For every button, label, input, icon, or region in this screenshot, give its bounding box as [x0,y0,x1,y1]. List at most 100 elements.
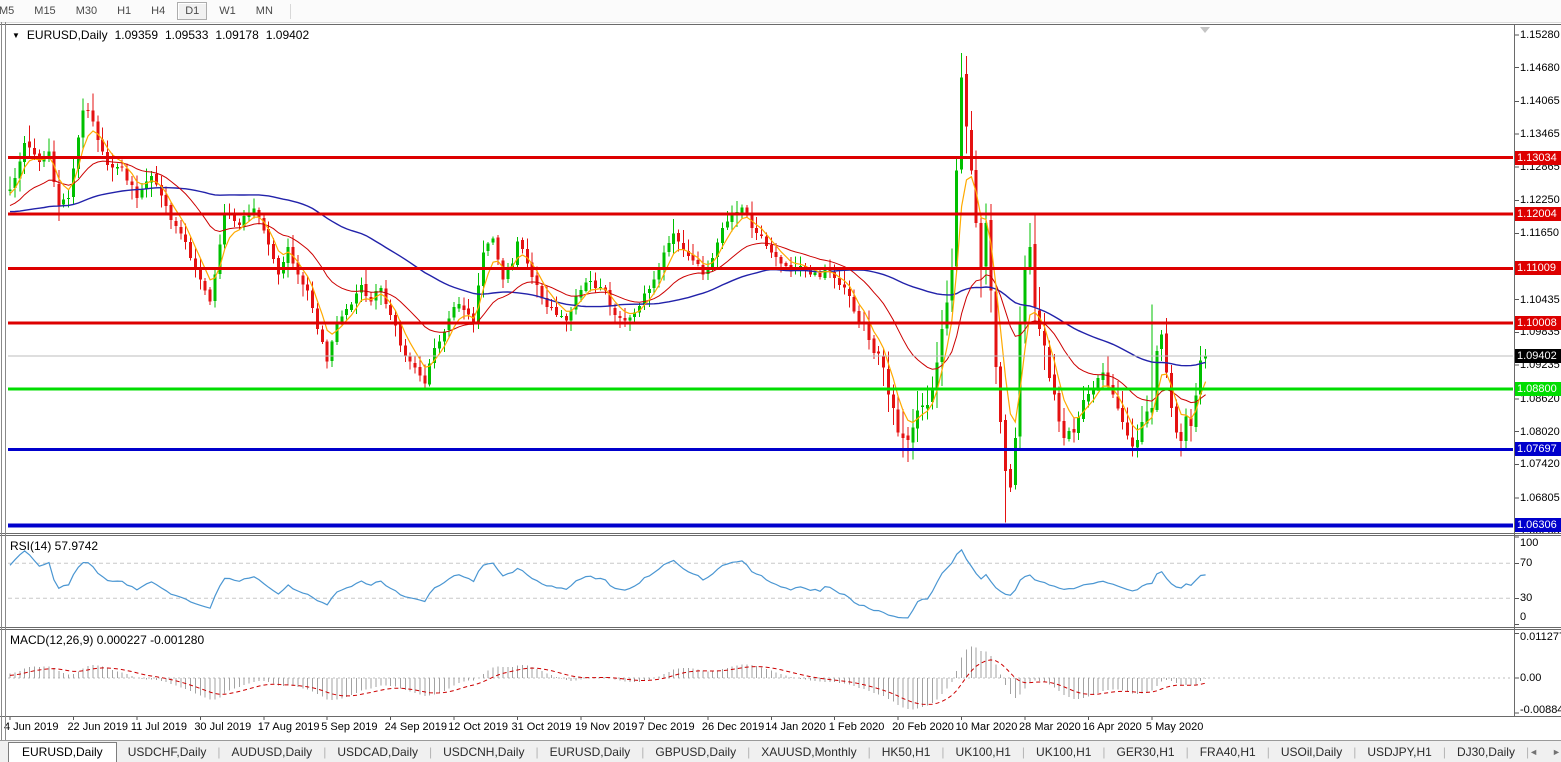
level-price-badge: 1.08800 [1514,382,1561,396]
chart-tab[interactable]: USDCAD,Daily [337,744,418,759]
tab-separator: | [1021,744,1026,759]
price-tick-label: 1.14680 [1520,61,1560,74]
rsi-tick-label: 70 [1520,557,1533,570]
date-tick-label: 12 Oct 2019 [448,721,509,733]
macd-panel-top-border [0,629,1561,630]
chart-tab[interactable]: AUDUSD,Daily [231,744,313,759]
chart-ohlc-close: 1.09402 [265,28,310,42]
date-tick-label: 11 Jul 2019 [130,721,187,733]
price-tick-label: 1.06805 [1520,492,1560,505]
chart-tab-active[interactable]: EURUSD,Daily [8,741,117,762]
date-tick-label: 5 Sep 2019 [321,721,378,733]
timeframe-button-d1[interactable]: D1 [177,2,208,20]
chart-tab[interactable]: USOil,Daily [1280,744,1343,759]
macd-tick-label: 0.011277 [1520,631,1561,643]
tab-scroll-arrows: ◄ ► [1529,747,1561,757]
price-tick-label: 1.11650 [1520,227,1559,240]
date-tick-label: 7 Dec 2019 [638,721,695,733]
rsi-tick-label: 0 [1520,611,1527,623]
axis-ticks [9,34,1519,720]
chart-ohlc-high: 1.09533 [165,28,209,42]
chart-tab[interactable]: USDCHF,Daily [127,744,207,759]
tab-separator: | [1353,744,1357,759]
macd-indicator-label: MACD(12,26,9) 0.000227 -0.001280 [10,633,205,647]
level-price-badge: 1.13034 [1514,150,1561,165]
chart-tab[interactable]: USDJPY,H1 [1367,744,1432,759]
tab-separator: | [1102,744,1106,759]
ma-slow-line [9,186,1206,367]
chart-ohlc-open: 1.09359 [114,28,158,42]
macd-tick-label: -0.00884 [1520,704,1561,716]
price-axis-border [1514,24,1515,716]
chart-tab[interactable]: GBPUSD,Daily [655,744,737,759]
toolbar-divider [0,22,1561,23]
timeframe-button-h1[interactable]: H1 [117,5,132,17]
tab-separator: | [1525,744,1530,759]
level-price-badge: 1.11009 [1514,261,1561,276]
macd-tick-label: 0.00 [1520,672,1542,684]
rsi-tick-label: 30 [1520,592,1533,605]
tab-separator: | [1266,744,1270,759]
macd-signal-line [9,659,1206,706]
level-price-badge: 1.06306 [1514,518,1561,533]
chart-tab[interactable]: FRA40,H1 [1199,744,1256,759]
tab-separator: | [867,744,871,759]
main-plot-area[interactable] [8,52,1208,523]
tab-separator: | [217,744,221,759]
window-left-frame-inner [5,22,6,740]
chart-tab[interactable]: UK100,H1 [1036,744,1092,759]
chart-tabbar: EURUSD,Daily USDCHF,Daily | AUDUSD,Daily | US… [0,741,1561,762]
date-tick-label: 30 Jul 2019 [194,721,252,733]
tab-separator: | [429,744,433,759]
timeframe-button-w1[interactable]: W1 [219,5,236,17]
tabbar-top-border [0,740,1561,741]
date-tick-label: 17 Aug 2019 [257,721,320,733]
timeframe-toolbar: M5 M15 M30 H1 H4 D1 W1 MN [0,0,1561,22]
date-tick-label: 19 Nov 2019 [574,721,638,733]
price-tick-label: 1.13465 [1520,128,1560,141]
rsi-plot-area[interactable] [8,548,1513,619]
rsi-panel-bottom-border [0,627,1561,628]
scroll-to-end-icon[interactable] [1200,27,1210,33]
chart-tab[interactable]: DJ30,Daily [1456,744,1515,759]
price-tick-label: 1.07420 [1520,458,1560,471]
date-tick-label: 14 Jan 2020 [765,721,826,733]
price-tick-label: 1.10435 [1520,293,1560,306]
timeframe-button-m30[interactable]: M30 [75,5,98,17]
level-price-badge: 1.12004 [1514,206,1561,221]
date-tick-label: 10 Mar 2020 [955,721,1018,733]
tab-separator: | [323,744,327,759]
timeframe-button-h4[interactable]: H4 [151,5,166,17]
window-left-frame-outer [1,22,2,740]
macd-panel-bottom-border [0,716,1561,717]
price-tick-label: 1.08020 [1520,425,1560,438]
timeframe-button-m5[interactable]: M5 [0,5,15,17]
chart-tab[interactable]: USDCNH,Daily [443,744,525,759]
chart-title-symbol: EURUSD,Daily [26,28,108,42]
macd-plot-area[interactable] [8,646,1513,710]
tab-scroll-right-icon[interactable]: ► [1552,746,1561,757]
date-tick-label: 5 May 2020 [1145,721,1204,733]
main-chart-top-border [0,24,1561,25]
chart-tab[interactable]: EURUSD,Daily [549,744,631,759]
rsi-indicator-label: RSI(14) 57.9742 [10,539,99,553]
chart-tab[interactable]: HK50,H1 [881,744,931,759]
date-tick-label: 16 Apr 2020 [1082,721,1142,733]
chart-tab[interactable]: UK100,H1 [955,744,1011,759]
timeframe-button-mn[interactable]: MN [255,5,273,17]
date-tick-label: 4 Jun 2019 [4,721,59,733]
tab-separator: | [941,744,945,759]
current-price-badge: 1.09402 [1514,349,1561,364]
date-tick-label: 28 Mar 2020 [1019,721,1081,733]
chart-tab[interactable]: GER30,H1 [1116,744,1175,759]
timeframe-button-m15[interactable]: M15 [34,5,56,17]
date-tick-label: 24 Sep 2019 [384,721,448,733]
chart-tab[interactable]: XAUUSD,Monthly [761,744,857,759]
tab-scroll-left-icon[interactable]: ◄ [1529,746,1539,757]
candlestick-series [8,52,1208,523]
price-tick-label: 1.12250 [1520,194,1560,207]
price-tick-label: 1.14065 [1520,95,1560,108]
date-tick-label: 1 Feb 2020 [828,721,885,733]
chart-dropdown-icon[interactable]: ▼ [12,30,20,40]
